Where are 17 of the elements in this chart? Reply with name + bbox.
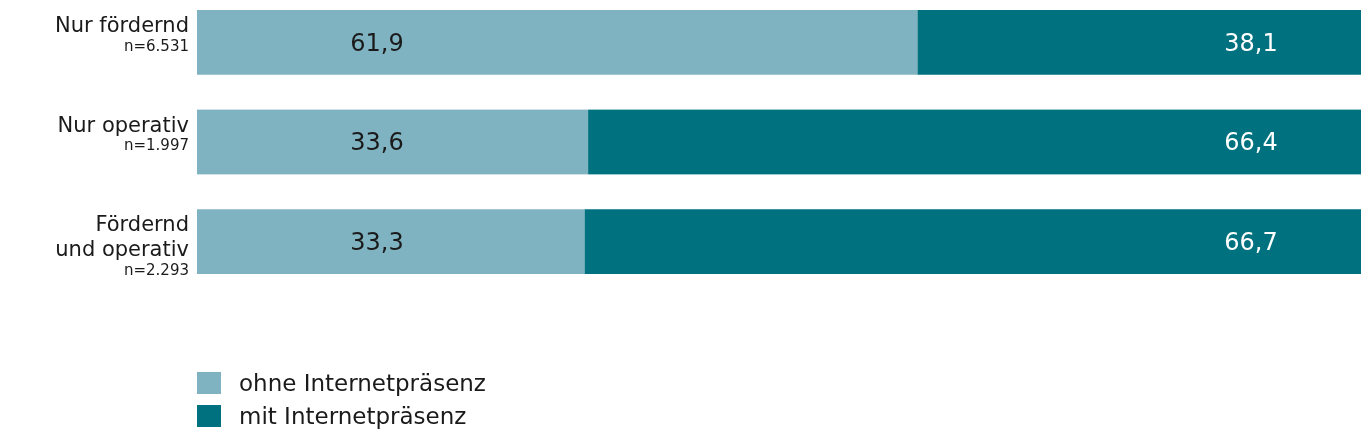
data-label: 66,4	[1224, 128, 1278, 157]
legend-label: ohne Internetpräsenz	[239, 370, 486, 397]
data-label: 33,3	[350, 228, 404, 257]
bar	[197, 209, 585, 274]
legend-label: mit Internetpräsenz	[239, 403, 467, 430]
data-label: 66,7	[1224, 228, 1278, 257]
data-label: 33,6	[350, 128, 404, 157]
data-label: 38,1	[1224, 28, 1278, 57]
bar	[917, 10, 1361, 75]
bar	[197, 10, 918, 75]
y-tick-label: Nur fördernd n=6.531	[55, 13, 189, 55]
bar	[584, 209, 1361, 274]
bar	[197, 109, 589, 175]
y-tick-label: Nur operativ n=1.997	[57, 112, 189, 155]
data-label: 61,9	[350, 28, 404, 57]
y-tick-label: Fördernd und operativ n=2.293	[55, 212, 189, 279]
bar	[588, 109, 1361, 175]
